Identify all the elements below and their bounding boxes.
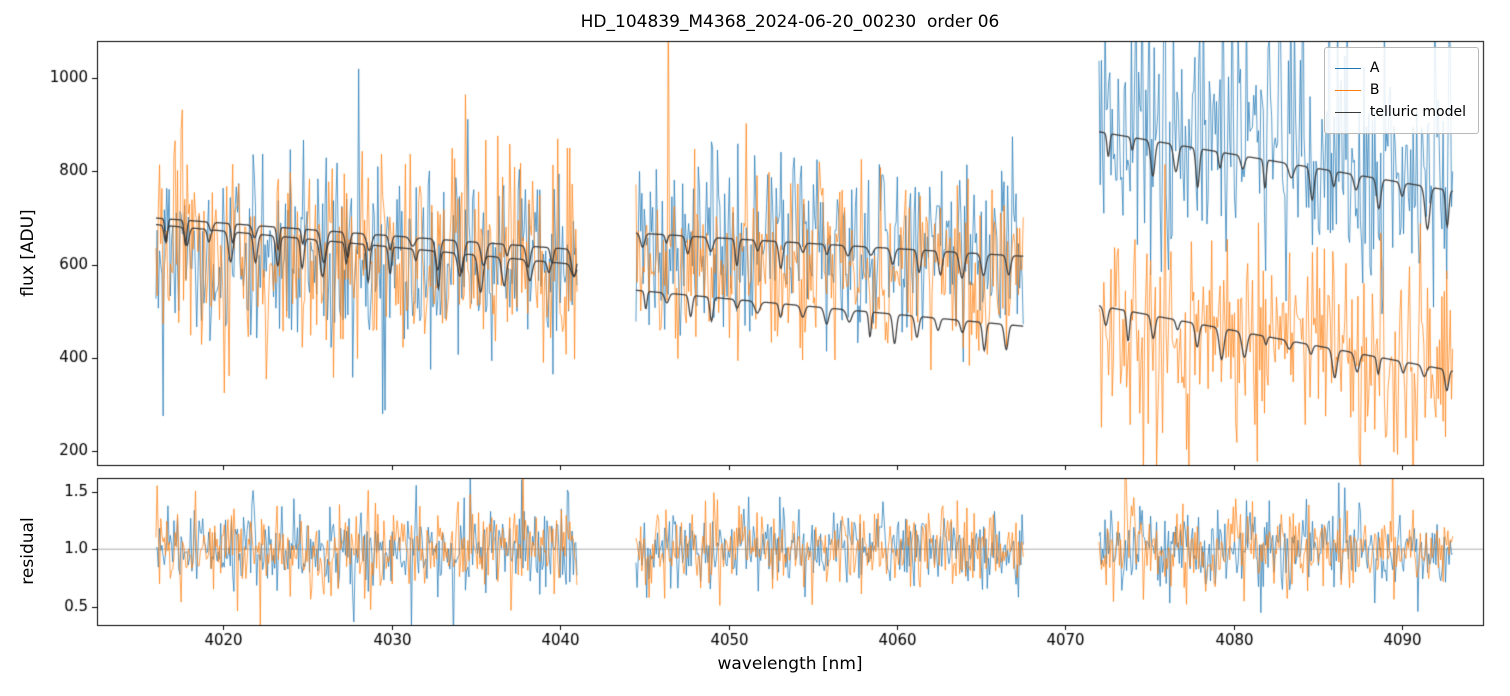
legend: A B telluric model: [1323, 47, 1479, 134]
legend-label-a: A: [1369, 60, 1380, 76]
legend-line-a-icon: [1334, 68, 1361, 69]
legend-label-b: B: [1369, 82, 1380, 98]
legend-line-b-icon: [1334, 90, 1361, 91]
legend-item-b: B: [1334, 82, 1466, 99]
legend-label-telluric: telluric model: [1369, 104, 1466, 120]
legend-item-a: A: [1334, 60, 1466, 77]
legend-line-telluric-icon: [1334, 112, 1361, 113]
legend-item-telluric: telluric model: [1334, 104, 1466, 121]
